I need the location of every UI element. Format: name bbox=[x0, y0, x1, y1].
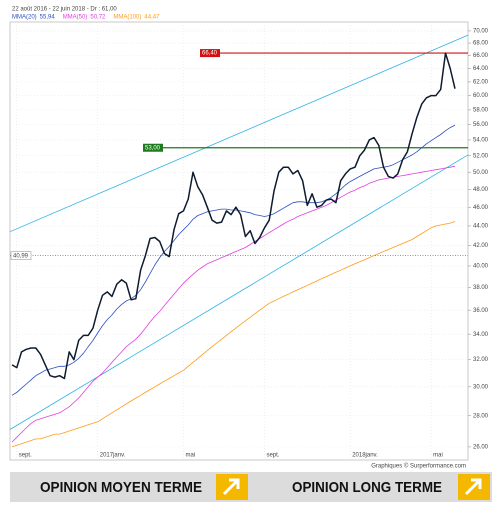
y-tick-label: 68.00 bbox=[473, 41, 489, 47]
footer-bar bbox=[10, 472, 492, 502]
level-label: 40,99 bbox=[13, 253, 29, 259]
legend-value: 50,72 bbox=[90, 15, 106, 21]
y-tick-label: 64.00 bbox=[473, 66, 489, 72]
legend-value: 55,94 bbox=[40, 15, 56, 21]
x-tick-label: mai bbox=[433, 453, 443, 459]
series-line bbox=[11, 221, 456, 448]
series-line bbox=[11, 165, 456, 443]
legend-value: 44,47 bbox=[144, 15, 160, 21]
level-label: 66,40 bbox=[202, 51, 218, 57]
y-tick-label: 48.00 bbox=[473, 187, 489, 193]
chart-title: 22 août 2016 - 22 juin 2018 - Dr : 61,00 bbox=[12, 7, 117, 13]
y-tick-label: 60.00 bbox=[473, 93, 489, 99]
y-tick-label: 36.00 bbox=[473, 308, 489, 314]
y-tick-label: 70.00 bbox=[473, 28, 489, 34]
y-tick-label: 34.00 bbox=[473, 332, 489, 338]
y-tick-label: 26.00 bbox=[473, 444, 489, 450]
legend-label: MMA(50) bbox=[63, 15, 88, 21]
source: Graphiques © Surperformance.com bbox=[371, 463, 466, 470]
arrow bbox=[222, 478, 240, 496]
series-line bbox=[11, 52, 456, 380]
y-tick-label: 52.00 bbox=[473, 153, 489, 159]
level-box bbox=[10, 251, 32, 260]
y-tick-label: 42.00 bbox=[473, 243, 489, 249]
y-tick-label: 38.00 bbox=[473, 285, 489, 291]
trend-line bbox=[9, 154, 469, 430]
y-tick-label: 46.00 bbox=[473, 205, 489, 211]
level-box bbox=[200, 49, 220, 58]
x-tick-label: sept. bbox=[266, 453, 279, 459]
y-tick-label: 44.00 bbox=[473, 223, 489, 229]
y-tick-label: 56.00 bbox=[473, 122, 489, 128]
y-tick-label: 50.00 bbox=[473, 170, 489, 176]
x-tick-label: mai bbox=[185, 453, 195, 459]
opinion-label: OPINION MOYEN TERME bbox=[40, 479, 202, 496]
legend-label: MMA(20) bbox=[12, 15, 37, 21]
y-tick-label: 40.00 bbox=[473, 264, 489, 270]
trend-line bbox=[9, 34, 469, 233]
x-tick-label: 2018janv. bbox=[352, 453, 378, 459]
y-tick-label: 32.00 bbox=[473, 357, 489, 363]
y-tick-label: 66.00 bbox=[473, 53, 489, 59]
y-tick-label: 54.00 bbox=[473, 137, 489, 143]
level-box bbox=[143, 143, 163, 152]
x-tick-label: sept. bbox=[19, 453, 32, 459]
y-tick-label: 58.00 bbox=[473, 107, 489, 113]
x-tick-label: 2017janv. bbox=[100, 453, 126, 459]
plot-frame bbox=[9, 21, 469, 461]
level-label: 53,00 bbox=[145, 145, 161, 151]
y-tick-label: 30.00 bbox=[473, 384, 489, 390]
opinion-label: OPINION LONG TERME bbox=[292, 479, 442, 496]
arrow bbox=[464, 478, 482, 496]
y-tick-label: 28.00 bbox=[473, 413, 489, 419]
y-tick-label: 62.00 bbox=[473, 79, 489, 85]
legend-label: MMA(100) bbox=[113, 15, 141, 21]
